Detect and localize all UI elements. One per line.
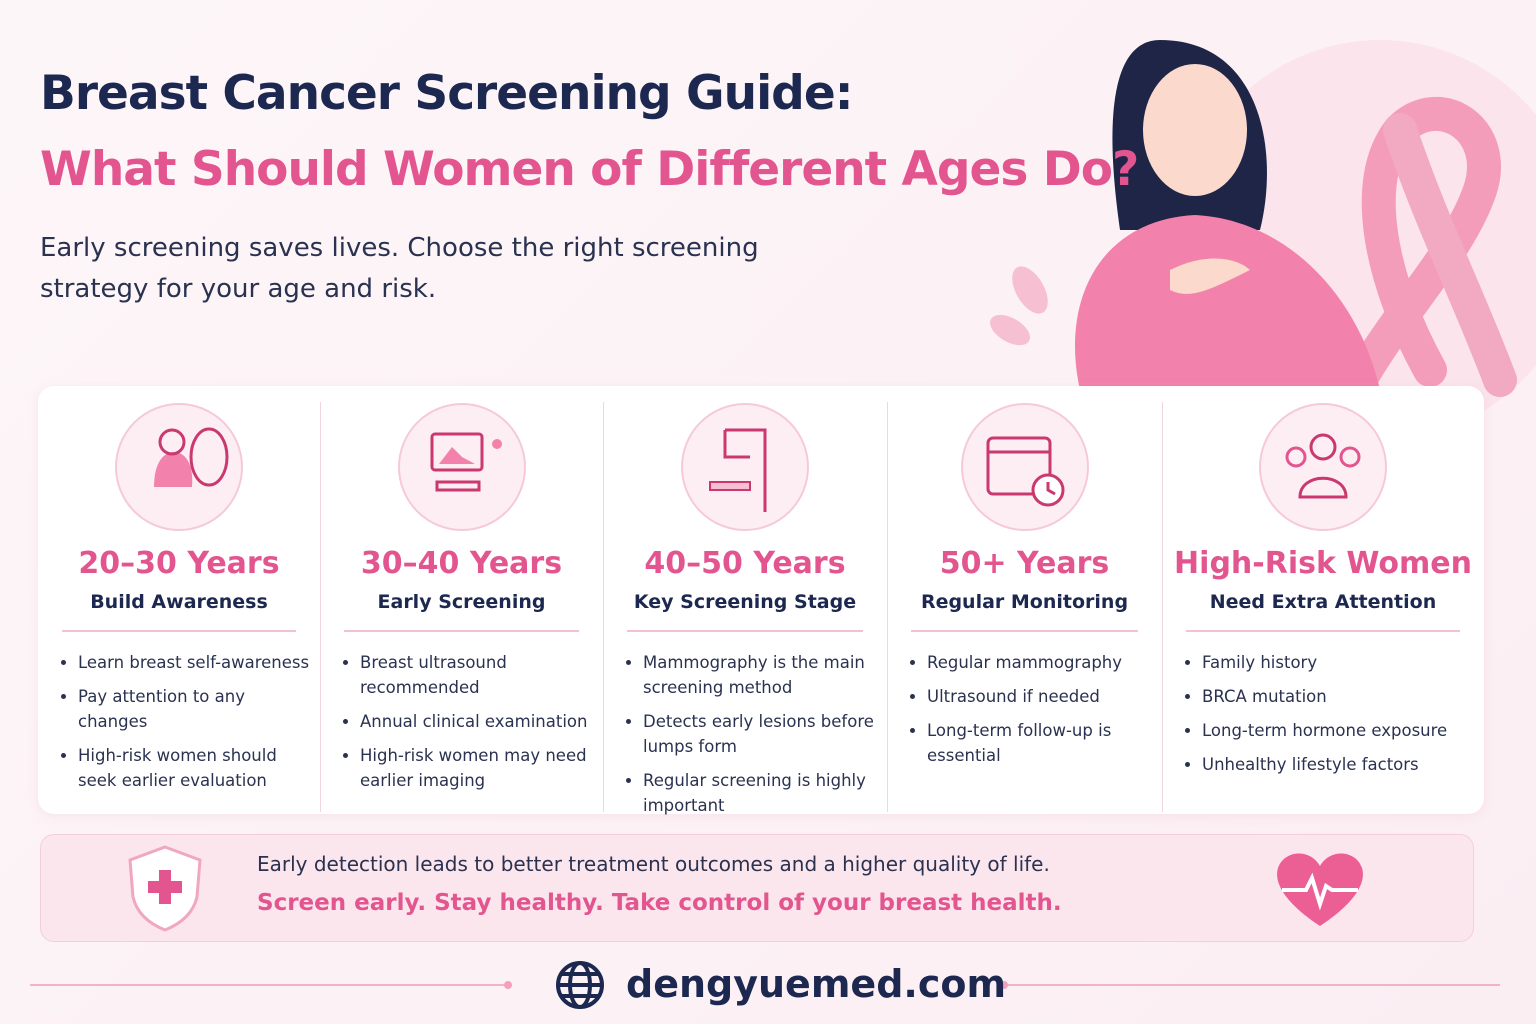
bullet-item: Unhealthy lifestyle factors [1202,752,1476,777]
shirt [1074,215,1380,390]
leaf [990,314,1030,346]
bullet-item: Detects early lesions before lumps form [643,709,879,759]
shield-icon [128,845,202,932]
column-subheading: Build Awareness [90,591,268,613]
face [1143,64,1247,196]
bullet-item: Learn breast self-awareness [78,650,312,675]
bullet-item: Ultrasound if needed [927,684,1154,709]
rule [344,630,579,632]
rule [627,630,863,632]
banner-slogan: Screen early. Stay healthy. Take control… [257,890,1062,916]
bullet-list: Family history BRCA mutation Long-term hor… [1186,650,1476,786]
bullet-item: Regular mammography [927,650,1154,675]
column-icon [960,403,1089,531]
hand [1170,258,1250,294]
column-subheading: Early Screening [377,591,546,613]
column-subheading: Key Screening Stage [633,591,857,613]
column-icon [115,403,243,531]
bullet-item: Annual clinical examination [360,709,595,734]
ribbon [1383,113,1517,397]
divider [320,402,321,812]
bullet-item: Mammography is the main screening method [643,650,879,700]
subtitle: What Should Women of Different Ages Do? [40,142,1139,197]
heart-icon [1277,853,1363,926]
column-subheading: Need Extra Attention [1209,591,1437,613]
column-heading: 40–50 Years [644,546,846,581]
bullet-list: Mammography is the main screening method… [627,650,879,827]
bullet-list: Learn breast self-awareness Pay attention… [62,650,312,802]
bullet-item: High-risk women should seek earlier eval… [78,743,312,793]
bullet-list: Regular mammography Ultrasound if needed L… [911,650,1154,777]
bullet-item: BRCA mutation [1202,684,1476,709]
rule [62,630,296,632]
column-heading: 30–40 Years [360,546,563,581]
bullet-list: Breast ultrasound recommended Annual clin… [344,650,595,802]
column-icon [1259,403,1387,531]
rule [911,630,1138,632]
column: 20–30 Years Build Awareness Learn breast s… [38,386,320,814]
rule [1186,630,1460,632]
column: 30–40 Years Early Screening Breast ultraso… [320,386,603,814]
divider [1162,402,1163,812]
column-icon [397,403,526,531]
divider [603,402,604,812]
column-icon [681,403,809,531]
website: dengyuemed.com [626,962,1007,1006]
column-heading: 20–30 Years [78,546,280,581]
banner-text: Early detection leads to better treatmen… [257,852,1050,876]
hero-illustration [990,40,1536,440]
intro: Early screening saves lives. Choose the … [40,233,759,304]
column-subheading: Regular Monitoring [920,591,1129,613]
bullet-item: Long-term follow-up is essential [927,718,1154,768]
bullet-item: Pay attention to any changes [78,684,312,734]
bullet-item: Family history [1202,650,1476,675]
title: Breast Cancer Screening Guide: [40,66,853,121]
column: 40–50 Years Key Screening Stage Mammograph… [603,386,887,815]
bullet-item: Regular screening is highly important [643,768,879,818]
bullet-item: Breast ultrasound recommended [360,650,595,700]
column: 50+ Years Regular Monitoring Regular mammo… [887,386,1162,814]
divider [887,402,888,812]
column-heading: High-Risk Women [1174,546,1472,581]
bullet-item: Long-term hormone exposure [1202,718,1476,743]
banner [40,834,1474,942]
column-heading: 50+ Years [939,546,1110,581]
ribbon [1343,96,1501,397]
bullet-item: High-risk women may need earlier imaging [360,743,595,793]
column: High-Risk Women Need Extra Attention Famil… [1162,386,1484,814]
footer-decoration [30,961,1500,1009]
leaf [1012,266,1048,314]
